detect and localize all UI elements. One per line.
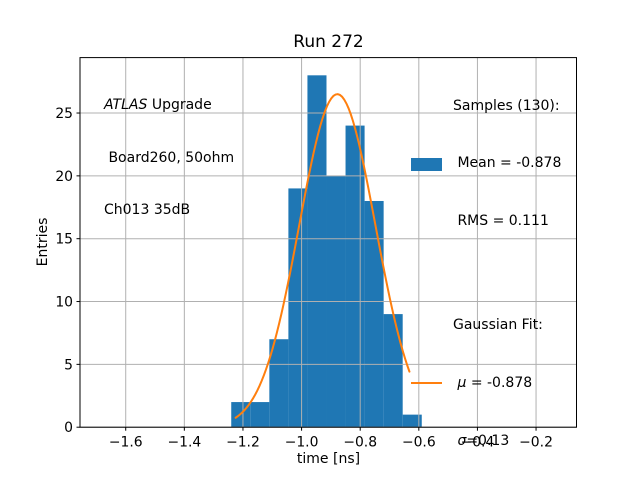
legend-samples-label: Samples (130): Mean = -0.878 RMS = 0.111: [453, 58, 561, 270]
axes-spines: [79, 57, 577, 428]
x-tick-label: −1.6: [109, 435, 143, 451]
histogram-bar: [402, 414, 422, 428]
histogram-bar: [288, 188, 308, 428]
y-tick-label: 5: [64, 357, 73, 373]
x-axis-label: time [ns]: [296, 451, 361, 467]
x-tick-label: −1.2: [226, 435, 260, 451]
y-tick-label: 25: [55, 106, 73, 122]
annotation-upgrade: Upgrade: [147, 97, 212, 113]
annotation-atlas: ATLAS: [104, 97, 148, 113]
y-axis-label: Entries: [35, 217, 51, 267]
legend-fit-line-2: μ = -0.878: [457, 374, 533, 391]
legend-fit-label: Gaussian Fit: μ = -0.878 σ=0.13: [453, 277, 543, 480]
gaussian-fit-curve: [234, 93, 411, 419]
x-tick-label: −0.2: [519, 435, 553, 451]
legend-fit-swatch-col: [409, 382, 443, 385]
histogram-bar: [345, 125, 365, 428]
mu-symbol: μ: [457, 374, 467, 391]
y-tick-label: 15: [55, 232, 73, 248]
x-tick-label: −1.4: [167, 435, 201, 451]
legend-fit-line-3: σ=0.13: [457, 432, 510, 449]
histogram-bar: [269, 339, 289, 428]
legend-entry-samples: Samples (130): Mean = -0.878 RMS = 0.111: [409, 58, 561, 270]
annotation-text-block: ATLAS Upgrade Board260, 50ohm Ch013 35dB: [104, 62, 234, 255]
y-tick-label: 20: [55, 169, 73, 185]
annotation-line-3: Ch013 35dB: [104, 202, 191, 218]
histogram-bar: [250, 402, 270, 428]
legend-samples-line-1: Samples (130):: [453, 97, 560, 114]
histogram-bar: [383, 314, 403, 428]
legend-samples-swatch-col: [409, 157, 443, 171]
fit-line-swatch-icon: [410, 382, 442, 385]
annotation-line-2: Board260, 50ohm: [104, 149, 235, 166]
histogram-bar: [364, 200, 384, 428]
histogram-bar: [307, 75, 327, 428]
histogram-swatch-icon: [410, 157, 442, 171]
chart-title: Run 272: [293, 32, 364, 52]
x-tick-label: −0.4: [461, 435, 495, 451]
x-tick-label: −1.0: [285, 435, 319, 451]
legend: Samples (130): Mean = -0.878 RMS = 0.111…: [409, 58, 561, 480]
annotation-line-1: ATLAS Upgrade: [104, 97, 234, 115]
y-tick-label: 0: [64, 420, 73, 436]
legend-samples-line-3: RMS = 0.111: [453, 213, 549, 230]
y-tick-label: 10: [55, 295, 73, 311]
legend-entry-fit: Gaussian Fit: μ = -0.878 σ=0.13: [409, 277, 561, 480]
x-tick-label: −0.6: [402, 435, 436, 451]
x-tick-label: −0.8: [343, 435, 377, 451]
legend-samples-line-2: Mean = -0.878: [453, 155, 562, 172]
legend-fit-line-1: Gaussian Fit:: [453, 316, 543, 333]
sigma-symbol: σ: [457, 432, 467, 449]
